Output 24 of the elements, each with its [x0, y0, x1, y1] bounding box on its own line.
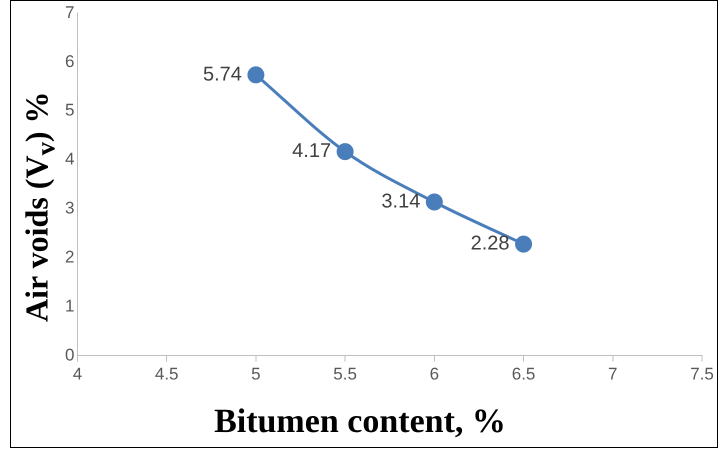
- data-label: 3.14: [381, 190, 420, 213]
- data-label: 4.17: [292, 140, 332, 162]
- point: [426, 194, 443, 211]
- x-tick-label: 4.5: [154, 364, 178, 384]
- x-tick-label: 5.5: [333, 364, 357, 384]
- y-tick-label: 0: [64, 345, 74, 364]
- y-tick-label: 2: [64, 247, 74, 266]
- point: [336, 143, 354, 160]
- data-label: 2.28: [470, 232, 510, 255]
- x-tick-label: 6.5: [512, 364, 536, 384]
- x-tick-label: 6: [430, 364, 440, 384]
- x-tick-label: 7.5: [690, 364, 714, 384]
- y-tick-label: 3: [64, 198, 74, 218]
- x-axis-title: Bitumen content, %: [213, 403, 507, 441]
- y-tick-label: 4: [64, 150, 74, 169]
- point: [515, 236, 532, 253]
- y-tick-label: 7: [64, 2, 74, 22]
- y-tick-label: 6: [64, 52, 74, 71]
- y-tick-label: 1: [64, 296, 74, 316]
- point: [247, 66, 264, 84]
- x-tick-label: 7: [608, 364, 618, 384]
- x-tick-label: 5: [251, 364, 261, 384]
- data-label: 5.74: [202, 63, 242, 86]
- y-tick-label: 5: [64, 100, 74, 120]
